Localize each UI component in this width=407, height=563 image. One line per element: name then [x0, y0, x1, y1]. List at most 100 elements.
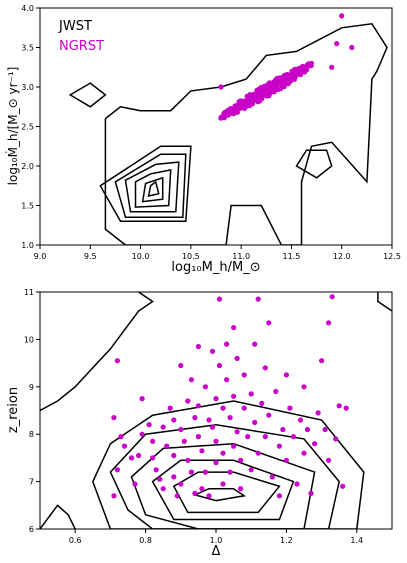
- x-tick-label: 11.0: [232, 252, 250, 261]
- ngrst-point: [286, 79, 292, 85]
- jwst-contour-line: [114, 153, 187, 219]
- x-axis-label-bottom: Δ: [212, 544, 221, 559]
- ngrst-point: [231, 325, 237, 331]
- ngrst-point: [308, 490, 314, 496]
- ngrst-point: [239, 103, 245, 109]
- ngrst-point: [218, 84, 224, 90]
- ngrst-point: [171, 417, 177, 423]
- ngrst-point: [291, 76, 297, 82]
- ngrst-point: [340, 483, 346, 489]
- ngrst-point: [139, 396, 145, 402]
- ngrst-point: [255, 450, 261, 456]
- ngrst-point: [284, 73, 290, 80]
- jwst-contour-line: [172, 471, 281, 514]
- x-tick-label: 12.5: [383, 252, 401, 261]
- ngrst-point: [322, 426, 328, 433]
- ngrst-point: [160, 486, 166, 492]
- ngrst-point: [178, 362, 184, 369]
- ngrst-point: [132, 481, 138, 487]
- ngrst-point: [238, 486, 244, 492]
- ngrst-point: [118, 434, 124, 440]
- ngrst-point: [178, 481, 184, 487]
- ngrst-point: [171, 474, 177, 480]
- ngrst-point: [220, 405, 226, 411]
- x-axis-label-top: log₁₀M_h/M_⊙: [171, 260, 260, 275]
- panel-bottom-reionization: 0.6 0.8 1.0 1.2 1.4 6 7 8 9 10 11 Δ z_reion: [6, 288, 393, 559]
- ngrst-point: [255, 99, 261, 105]
- ngrst-point: [283, 372, 289, 378]
- ngrst-point: [220, 481, 226, 487]
- ngrst-point: [301, 384, 307, 390]
- ngrst-point: [287, 405, 293, 411]
- y-tick-label: 3.5: [21, 44, 34, 53]
- ngrst-point: [319, 358, 325, 364]
- ngrst-point: [326, 457, 332, 463]
- ngrst-point: [229, 109, 235, 115]
- y-tick-label: 10: [24, 335, 34, 344]
- y-ticks-bottom: 6 7 8 9 10 11: [24, 288, 40, 534]
- ngrst-point: [220, 450, 226, 456]
- ngrst-point: [202, 384, 208, 390]
- x-tick-label: 1.2: [280, 536, 293, 545]
- ngrst-point: [334, 41, 340, 47]
- jwst-contour-line: [91, 400, 365, 529]
- ngrst-point: [227, 469, 233, 475]
- jwst-contour-line: [99, 145, 192, 223]
- ngrst-point: [343, 405, 349, 411]
- ngrst-point: [224, 341, 230, 347]
- ngrst-point: [276, 493, 282, 499]
- y-tick-label: 9: [29, 383, 34, 392]
- ngrst-point: [146, 422, 152, 428]
- ngrst-point: [293, 69, 299, 75]
- ngrst-point: [238, 457, 244, 463]
- ngrst-point: [269, 474, 275, 480]
- ngrst-point: [223, 113, 229, 119]
- x-tick-label: 9.0: [34, 252, 47, 261]
- ngrst-point: [174, 493, 180, 499]
- ngrst-point: [195, 434, 201, 440]
- ngrst-point: [271, 89, 277, 95]
- ngrst-point: [339, 13, 345, 19]
- ngrst-point: [266, 412, 272, 418]
- ngrst-point: [247, 92, 254, 98]
- ngrst-point: [349, 44, 355, 51]
- y-tick-label: 7: [29, 478, 34, 487]
- ngrst-point: [232, 103, 238, 109]
- ngrst-point: [195, 403, 201, 409]
- ngrst-point: [329, 294, 335, 300]
- legend-jwst: JWST: [58, 19, 92, 34]
- ngrst-point: [304, 67, 310, 73]
- ngrst-point: [245, 434, 251, 440]
- ngrst-point: [252, 419, 258, 425]
- ngrst-point: [150, 438, 156, 444]
- x-tick-label: 9.5: [84, 252, 97, 261]
- ngrst-point: [248, 467, 254, 473]
- ngrst-point: [227, 415, 233, 421]
- y-tick-label: 3.0: [21, 83, 34, 92]
- jwst-contour-line: [40, 504, 76, 529]
- ngrst-point: [199, 486, 205, 492]
- ngrst-point: [195, 343, 201, 350]
- ngrst-point: [153, 467, 159, 473]
- ngrst-point: [164, 443, 170, 449]
- jwst-contour-line: [130, 442, 316, 529]
- ngrst-point: [278, 86, 284, 92]
- ngrst-point: [192, 490, 198, 496]
- ngrst-point: [280, 426, 286, 433]
- x-tick-label: 10.0: [132, 252, 150, 261]
- ngrst-point: [231, 393, 237, 399]
- ngrst-point: [167, 405, 173, 411]
- jwst-contour-line: [134, 168, 172, 208]
- ngrst-point: [248, 391, 254, 397]
- ngrst-point: [157, 476, 163, 482]
- x-tick-label: 1.0: [210, 536, 223, 545]
- ngrst-point: [326, 320, 332, 326]
- ngrst-point: [199, 448, 205, 454]
- ngrst-point: [202, 469, 208, 475]
- ngrst-point: [234, 429, 240, 435]
- ngrst-point: [273, 388, 279, 395]
- x-tick-label: 0.6: [69, 536, 82, 545]
- jwst-contour-line: [377, 292, 392, 312]
- ngrst-point: [219, 114, 225, 120]
